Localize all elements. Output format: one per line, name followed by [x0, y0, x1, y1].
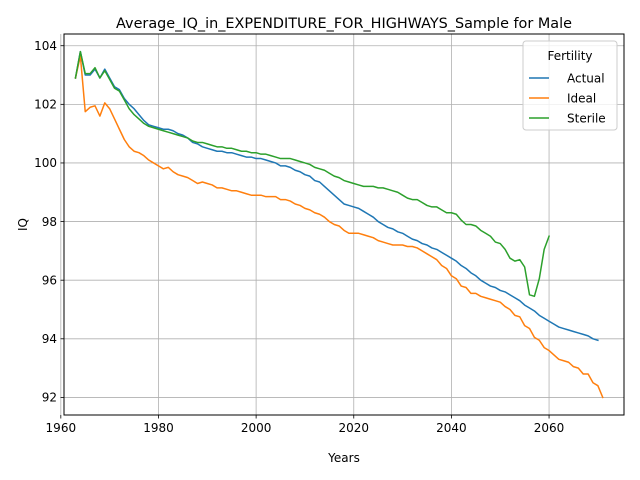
chart-title: Average_IQ_in_EXPENDITURE_FOR_HIGHWAYS_S… [116, 16, 572, 32]
series-line-ideal [74, 55, 604, 399]
data-series [74, 50, 604, 399]
x-tick-label: 2040 [436, 421, 467, 435]
y-tick-label: 100 [34, 156, 57, 170]
legend-title: Fertility [547, 49, 592, 63]
legend: Fertility Actual Ideal Sterile [522, 40, 618, 131]
grid-lines [60, 34, 624, 415]
y-tick-label: 92 [42, 391, 57, 405]
y-tick-label: 94 [42, 332, 57, 346]
legend-box [522, 40, 618, 131]
plot-frame [63, 33, 625, 416]
x-axis-label: Years [327, 451, 360, 465]
x-tick-label: 2060 [534, 421, 565, 435]
legend-label-actual: Actual [567, 72, 605, 86]
axis-ticks: 1960 1980 2000 2020 2040 2060 92 94 96 98 100 102 10… [34, 39, 564, 435]
y-axis-label: IQ [16, 218, 30, 231]
x-tick-label: 1960 [46, 421, 77, 435]
x-tick-label: 2020 [338, 421, 369, 435]
x-tick-label: 2000 [241, 421, 272, 435]
y-tick-label: 98 [42, 215, 57, 229]
y-tick-label: 102 [34, 98, 57, 112]
legend-label-ideal: Ideal [567, 92, 596, 106]
y-tick-label: 104 [34, 39, 57, 53]
series-line-actual [74, 50, 599, 342]
series-line-sterile [74, 50, 551, 298]
x-tick-label: 1980 [143, 421, 174, 435]
legend-label-sterile: Sterile [567, 112, 606, 126]
y-tick-label: 96 [42, 273, 57, 287]
